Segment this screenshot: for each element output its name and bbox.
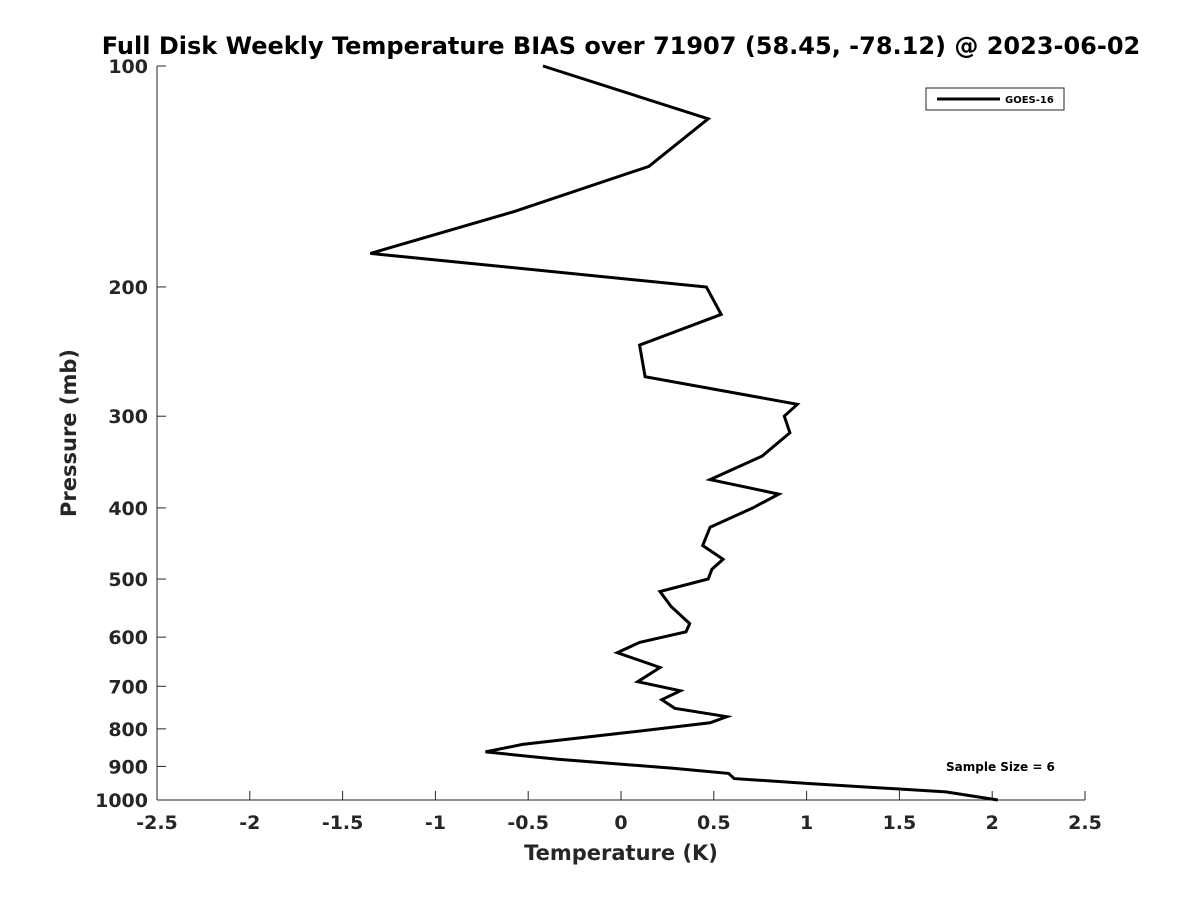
x-axis-ticks: -2.5 -2 -1.5 -1 -0.5 0 0.5 1 1.5 2 2.5 bbox=[136, 791, 1102, 834]
y-tick-label: 1000 bbox=[95, 790, 148, 812]
x-tick-label: -2 bbox=[239, 812, 260, 834]
x-tick-label: -1.5 bbox=[322, 812, 364, 834]
x-tick-label: -2.5 bbox=[136, 812, 178, 834]
legend-entry-goes-16: GOES-16 bbox=[1005, 95, 1054, 106]
y-tick-label: 900 bbox=[108, 756, 148, 778]
series-line-goes-16 bbox=[369, 64, 999, 802]
y-tick-label: 600 bbox=[108, 627, 148, 649]
x-tick-label: 2 bbox=[986, 812, 999, 834]
series-layer bbox=[369, 64, 999, 802]
x-tick-label: 0.5 bbox=[697, 812, 731, 834]
y-tick-label: 800 bbox=[108, 719, 148, 741]
x-tick-label: 1 bbox=[800, 812, 813, 834]
y-tick-label: 300 bbox=[108, 406, 148, 428]
x-tick-label: 2.5 bbox=[1068, 812, 1102, 834]
y-axis-ticks: 100 200 300 400 500 600 700 800 900 1000 bbox=[95, 56, 166, 812]
y-axis-label: Pressure (mb) bbox=[57, 349, 81, 517]
x-tick-label: -1 bbox=[425, 812, 446, 834]
legend: GOES-16 bbox=[925, 87, 1065, 111]
x-axis-label: Temperature (K) bbox=[524, 841, 718, 865]
chart-title: Full Disk Weekly Temperature BIAS over 7… bbox=[102, 32, 1141, 60]
y-tick-label: 400 bbox=[108, 498, 148, 520]
y-tick-label: 700 bbox=[108, 676, 148, 698]
x-tick-label: 0 bbox=[614, 812, 627, 834]
y-tick-label: 500 bbox=[108, 569, 148, 591]
y-tick-label: 100 bbox=[108, 56, 148, 78]
y-tick-label: 200 bbox=[108, 277, 148, 299]
sample-size-annotation: Sample Size = 6 bbox=[946, 760, 1055, 774]
x-tick-label: 1.5 bbox=[883, 812, 917, 834]
x-tick-label: -0.5 bbox=[507, 812, 549, 834]
